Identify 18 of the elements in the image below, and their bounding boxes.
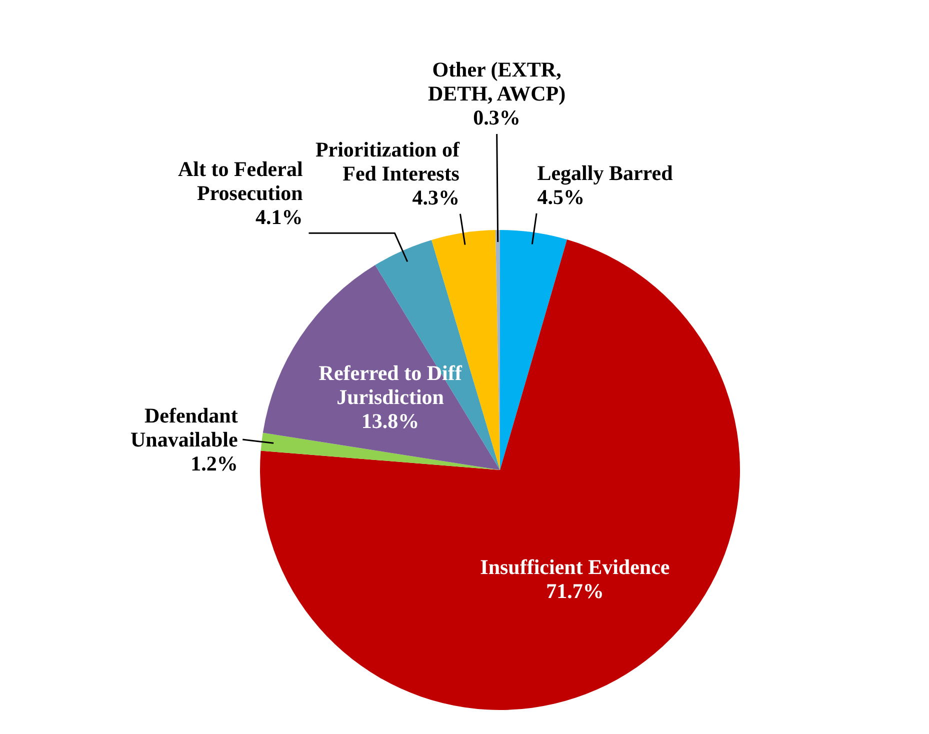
pie-slice [262,265,500,470]
pie-slice [260,240,740,710]
slice-label: Legally Barred [537,160,674,185]
slice-label: Prioritization of Fed Interests [315,137,460,186]
data-label: 71.7% [546,579,604,604]
slice-label: Defendant Unavailable [130,403,238,452]
slice-label: Insufficient Evidence [480,555,670,580]
pie-slice [500,230,568,470]
data-label: 4.5% [537,184,584,209]
data-label: 0.3% [473,106,520,130]
slice-label: Alt to Federal Prosecution [178,157,304,206]
pie-slice [260,432,500,470]
data-label: 1.2% [190,451,238,476]
data-label: 4.3% [412,185,460,210]
data-label: 13.8% [361,408,420,433]
data-label: 4.1% [256,205,303,230]
slice-label: Other (EXTR, DETH, AWCP) [428,58,566,106]
slice-label: Referred to Diff Jurisdiction [318,360,463,409]
